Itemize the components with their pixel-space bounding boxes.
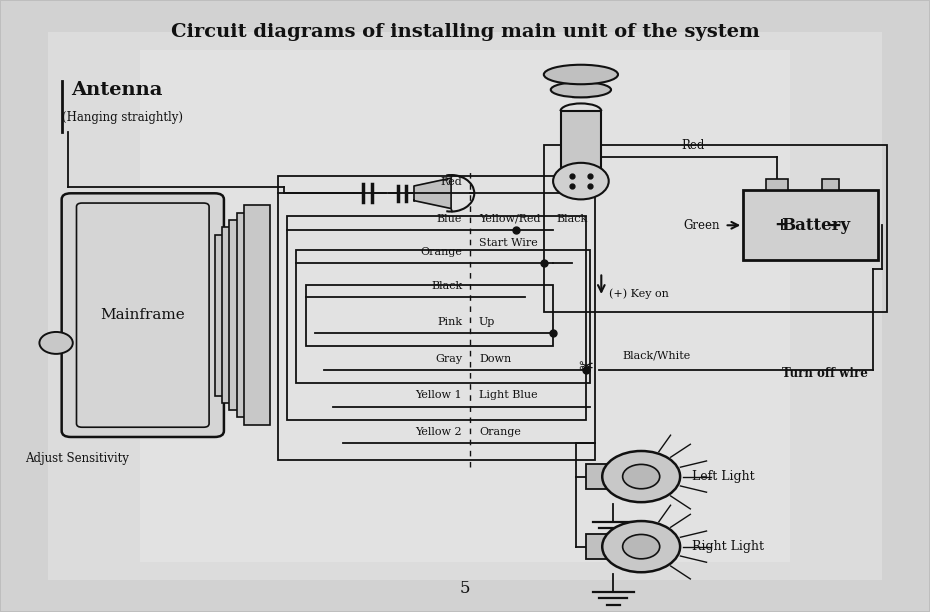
Text: (Hanging straightly): (Hanging straightly) <box>61 111 182 124</box>
Text: Circuit diagrams of installing main unit of the system: Circuit diagrams of installing main unit… <box>170 23 760 41</box>
Text: Right Light: Right Light <box>692 540 764 553</box>
Text: Red: Red <box>441 177 462 187</box>
Bar <box>215 235 241 395</box>
Text: Yellow 2: Yellow 2 <box>416 427 462 437</box>
Bar <box>245 206 271 425</box>
Bar <box>222 228 248 403</box>
Text: Gray: Gray <box>435 354 462 364</box>
Text: Orange: Orange <box>420 247 462 257</box>
Circle shape <box>553 163 609 200</box>
Bar <box>230 220 256 410</box>
Circle shape <box>603 521 680 572</box>
Text: Adjust Sensitivity: Adjust Sensitivity <box>24 452 128 465</box>
Bar <box>765 179 788 190</box>
Text: Pink: Pink <box>437 318 462 327</box>
Text: Mainframe: Mainframe <box>100 308 185 322</box>
Ellipse shape <box>544 65 618 84</box>
Text: Start Wire: Start Wire <box>479 238 538 248</box>
Text: Up: Up <box>479 318 496 327</box>
Text: 5: 5 <box>459 580 471 597</box>
Bar <box>544 144 887 312</box>
Text: Red: Red <box>682 140 705 152</box>
Bar <box>743 190 878 260</box>
Bar <box>306 285 553 346</box>
Circle shape <box>603 451 680 502</box>
Bar <box>586 534 614 559</box>
Bar <box>287 217 586 420</box>
Bar <box>140 50 790 562</box>
Text: Left Light: Left Light <box>692 470 755 483</box>
Text: Antenna: Antenna <box>71 81 163 99</box>
Text: Blue: Blue <box>437 214 462 224</box>
Bar <box>822 179 839 190</box>
Circle shape <box>622 534 659 559</box>
Bar <box>586 465 614 489</box>
Text: Yellow/Red: Yellow/Red <box>479 214 540 224</box>
Text: Yellow 1: Yellow 1 <box>416 390 462 400</box>
Polygon shape <box>414 178 451 209</box>
Text: −: − <box>827 216 843 235</box>
Text: +: + <box>774 216 788 234</box>
Text: ✂: ✂ <box>578 358 593 376</box>
Text: Black: Black <box>431 281 462 291</box>
Circle shape <box>39 332 73 354</box>
Text: (+) Key on: (+) Key on <box>609 288 669 299</box>
Bar <box>237 213 263 417</box>
Text: Battery: Battery <box>781 217 850 234</box>
Circle shape <box>622 465 659 489</box>
Text: Turn off wire: Turn off wire <box>782 367 869 379</box>
Text: Light Blue: Light Blue <box>479 390 538 400</box>
Bar <box>278 176 595 460</box>
FancyBboxPatch shape <box>76 203 209 427</box>
Text: Black/White: Black/White <box>622 351 691 361</box>
FancyBboxPatch shape <box>61 193 224 437</box>
Ellipse shape <box>551 82 611 97</box>
Text: Orange: Orange <box>479 427 521 437</box>
Text: Green: Green <box>684 218 720 232</box>
Text: Down: Down <box>479 354 512 364</box>
Bar <box>297 250 591 383</box>
Bar <box>572 73 591 99</box>
Bar <box>561 111 602 172</box>
Text: Black: Black <box>556 214 587 224</box>
